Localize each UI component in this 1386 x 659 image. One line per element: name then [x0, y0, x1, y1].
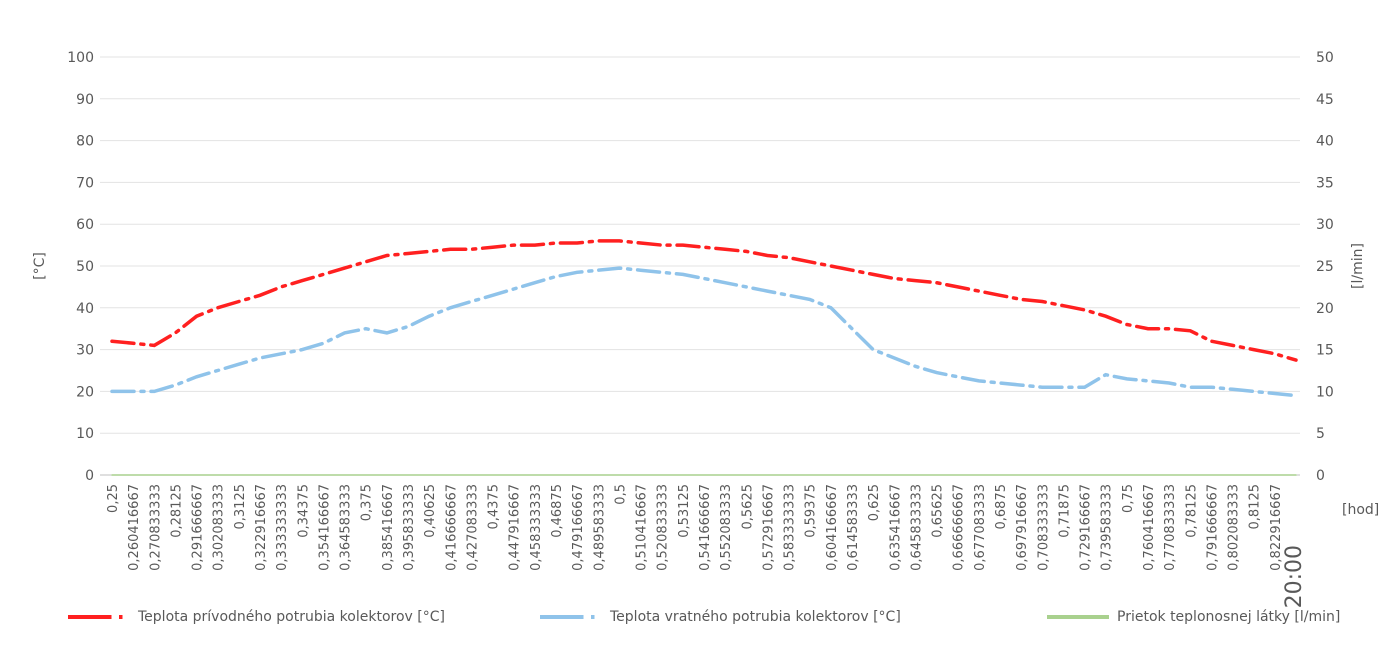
y2-tick-label: 45 [1316, 92, 1334, 108]
x-tick-label: 0,645833333 [909, 484, 924, 571]
legend-item-supply-temp: Teplota prívodného potrubia kolektorov [… [68, 609, 445, 625]
x-tick-label: 0,479166667 [571, 484, 586, 571]
y-tick-label: 90 [76, 92, 94, 108]
x-axis-ticks: 0,25 0,260416667 0,270833333 0,28125 0,29166… [106, 484, 1307, 608]
x-tick-label: 0,6875 [994, 484, 1009, 530]
x-tick-label: 0,78125 [1184, 484, 1199, 538]
x-tick-label: 0,739583333 [1100, 484, 1115, 571]
x-tick-label: 0,3125 [233, 484, 248, 530]
x-tick-label: 0,822916667 [1269, 484, 1284, 571]
x-tick-label: 0,635416667 [888, 484, 903, 571]
x-tick-label: 0,489583333 [592, 484, 607, 571]
x-tick-label: 0,427083333 [465, 484, 480, 571]
y2-tick-label: 5 [1316, 426, 1325, 442]
y-tick-label: 10 [76, 426, 94, 442]
x-tick-label: 0,729166667 [1079, 484, 1094, 571]
y-tick-label: 80 [76, 134, 94, 150]
x-tick-label: 0,270833333 [148, 484, 163, 571]
x-tick-label: 0,583333333 [783, 484, 798, 571]
y2-tick-label: 20 [1316, 301, 1334, 317]
series-line-0 [110, 239, 1298, 362]
x-tick-label: 0,302083333 [212, 484, 227, 571]
y2-tick-label: 50 [1316, 50, 1334, 66]
x-tick-label: 0,5 [613, 484, 628, 505]
x-tick-label: 0,760416667 [1142, 484, 1157, 571]
x-tick-label: 0,34375 [296, 484, 311, 538]
x-tick-label: 0,322916667 [254, 484, 269, 571]
x-tick-label: 0,354166667 [317, 484, 332, 571]
x-tick-label: 0,416666667 [444, 484, 459, 571]
x-tick-label: 0,520833333 [656, 484, 671, 571]
y-tick-label: 60 [76, 217, 94, 233]
right-axis-ticks: 0 5 10 15 20 25 30 35 40 45 50 [1316, 50, 1334, 484]
y2-tick-label: 35 [1316, 175, 1334, 191]
x-tick-label: 0,552083333 [719, 484, 734, 571]
legend-item-return-temp: Teplota vratného potrubia kolektorov [°C… [540, 609, 901, 625]
y-tick-label: 0 [85, 468, 94, 484]
x-tick-label: 0,625 [867, 484, 882, 521]
x-tick-label: 0,458333333 [529, 484, 544, 571]
x-tick-label: 0,708333333 [1036, 484, 1051, 571]
x-tick-label: 0,385416667 [381, 484, 396, 571]
x-tick-label: 0,364583333 [339, 484, 354, 571]
x-tick-label: 20:00 [1282, 545, 1307, 608]
x-tick-label: 0,25 [106, 484, 121, 513]
y-tick-label: 50 [76, 259, 94, 275]
y2-tick-label: 30 [1316, 217, 1334, 233]
x-tick-label: 0,5625 [740, 484, 755, 530]
x-tick-label: 0,75 [1121, 484, 1136, 513]
x-tick-label: 0,375 [360, 484, 375, 521]
x-tick-label: 0,614583333 [846, 484, 861, 571]
legend-label: Teplota prívodného potrubia kolektorov [… [138, 609, 445, 625]
y-axis-title: [°C] [32, 252, 48, 280]
x-tick-label: 0,59375 [804, 484, 819, 538]
series-lines [110, 239, 1298, 476]
y2-tick-label: 40 [1316, 134, 1334, 150]
x-tick-label: 0,8125 [1248, 484, 1263, 530]
x-tick-label: 0,697916667 [1015, 484, 1030, 571]
x-tick-label: 0,510416667 [635, 484, 650, 571]
legend-swatch-green [1047, 615, 1109, 619]
x-tick-label: 0,395833333 [402, 484, 417, 571]
x-tick-label: 0,770833333 [1163, 484, 1178, 571]
y-tick-label: 40 [76, 301, 94, 317]
x-tick-label: 0,677083333 [973, 484, 988, 571]
x-tick-label: 0,28125 [169, 484, 184, 538]
y-tick-label: 20 [76, 384, 94, 400]
y2-tick-label: 25 [1316, 259, 1334, 275]
x-tick-label: 0,333333333 [275, 484, 290, 571]
y2-tick-label: 15 [1316, 343, 1334, 359]
x-tick-label: 0,447916667 [508, 484, 523, 571]
y-tick-label: 70 [76, 175, 94, 191]
y2-tick-label: 10 [1316, 384, 1334, 400]
x-tick-label: 0,4375 [487, 484, 502, 530]
x-tick-label: 0,46875 [550, 484, 565, 538]
legend-label: Teplota vratného potrubia kolektorov [°C… [610, 609, 901, 625]
y-tick-label: 100 [67, 50, 94, 66]
legend-item-flow: Prietok teplonosnej látky [l/min] [1047, 609, 1340, 625]
x-tick-label: 0,572916667 [761, 484, 776, 571]
y2-tick-label: 0 [1316, 468, 1325, 484]
x-tick-label: 0,791666667 [1205, 484, 1220, 571]
x-tick-label: 0,65625 [931, 484, 946, 538]
x-tick-label: 0,604166667 [825, 484, 840, 571]
left-axis-ticks: 0 10 20 30 40 50 60 70 80 90 100 [67, 50, 94, 484]
legend-swatch-red [68, 615, 130, 619]
x-tick-label: 0,40625 [423, 484, 438, 538]
y2-axis-title: [l/min] [1350, 243, 1366, 289]
x-tick-label: 0,53125 [677, 484, 692, 538]
gridlines [100, 56, 1300, 476]
x-tick-label: 0,71875 [1057, 484, 1072, 538]
y-tick-label: 30 [76, 343, 94, 359]
x-tick-label: 0,666666667 [952, 484, 967, 571]
x-tick-label: 0,802083333 [1227, 484, 1242, 571]
series-line-1 [110, 266, 1298, 398]
legend-label: Prietok teplonosnej látky [l/min] [1117, 609, 1341, 625]
x-tick-label: 0,260416667 [127, 484, 142, 571]
x-tick-label: 0,291666667 [191, 484, 206, 571]
x-axis-title: [hod] [1342, 502, 1379, 518]
legend-swatch-blue [540, 615, 602, 619]
x-tick-label: 0,541666667 [698, 484, 713, 571]
